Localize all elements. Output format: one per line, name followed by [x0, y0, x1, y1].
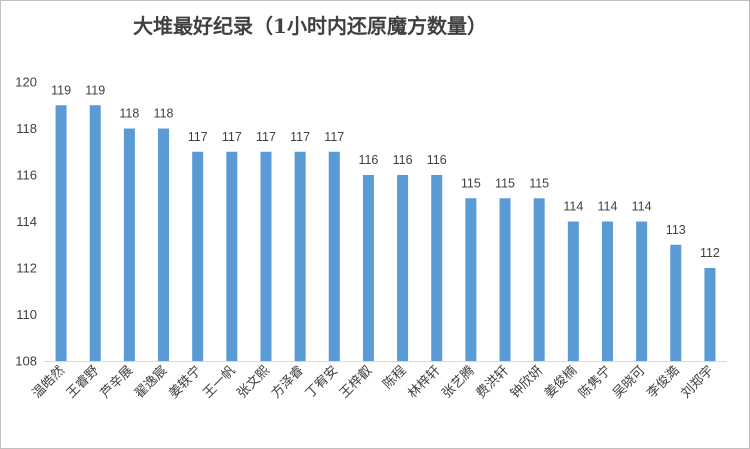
data-label: 114 [598, 200, 618, 214]
data-label: 112 [700, 246, 720, 260]
data-label: 117 [222, 130, 242, 144]
data-label: 119 [85, 83, 105, 97]
bar [362, 175, 374, 361]
data-label: 118 [119, 107, 139, 121]
data-label: 114 [563, 200, 583, 214]
bar [431, 175, 443, 361]
bar [465, 198, 477, 361]
category-label: 翟逸宸 [131, 363, 170, 402]
category-label: 吴晓可 [610, 363, 648, 401]
data-label: 117 [324, 130, 344, 144]
category-label: 林梓轩 [405, 363, 443, 401]
bar [499, 198, 511, 361]
data-label: 117 [290, 130, 310, 144]
category-label: 王梓叡 [337, 363, 375, 401]
category-label: 钟欣妍 [507, 363, 546, 402]
bar [260, 151, 272, 361]
bar [55, 105, 67, 361]
bar [89, 105, 101, 361]
bar [397, 175, 409, 361]
bar [158, 128, 170, 361]
category-label: 陈程 [380, 363, 410, 393]
data-label: 117 [256, 130, 276, 144]
category-label: 张艺腾 [439, 363, 478, 402]
bar [704, 268, 716, 361]
bar [123, 128, 135, 361]
bar [294, 151, 306, 361]
data-label: 119 [51, 83, 71, 97]
data-label: 114 [632, 200, 652, 214]
category-label: 王一帆 [200, 363, 238, 401]
y-tick-label: 120 [15, 75, 37, 90]
category-label: 李俊澔 [644, 363, 682, 401]
bar [567, 221, 579, 361]
category-label: 丁宥安 [302, 363, 341, 402]
y-tick-label: 110 [16, 307, 37, 322]
data-label: 118 [154, 107, 174, 121]
bar [601, 221, 613, 361]
category-label: 方泽睿 [268, 363, 307, 402]
data-label: 116 [427, 153, 447, 167]
y-tick-label: 116 [16, 168, 37, 183]
y-tick-label: 118 [16, 121, 37, 136]
data-label: 116 [358, 153, 378, 167]
bar [636, 221, 648, 361]
y-tick-label: 114 [16, 214, 37, 229]
data-label: 116 [393, 153, 413, 167]
category-label: 陈隽宁 [575, 363, 614, 402]
chart-title: 大堆最好纪录（1小时内还原魔方数量） [133, 14, 487, 38]
category-label: 姜轶宁 [166, 363, 205, 402]
category-label: 刘郑宇 [679, 363, 717, 401]
category-label: 费洪轩 [474, 363, 512, 401]
category-label: 芦辛展 [98, 363, 136, 401]
y-tick-label: 112 [16, 261, 37, 276]
data-label: 117 [188, 130, 208, 144]
bar [670, 244, 682, 361]
category-label: 王睿野 [64, 363, 102, 401]
bar [533, 198, 545, 361]
data-label: 113 [666, 223, 686, 237]
data-label: 115 [461, 176, 481, 190]
bar [226, 151, 238, 361]
data-label: 115 [495, 176, 515, 190]
y-tick-label: 108 [15, 354, 37, 369]
category-label: 张文熙 [235, 363, 273, 401]
bar [328, 151, 340, 361]
data-label: 115 [529, 176, 549, 190]
bar [192, 151, 204, 361]
category-label: 姜俊楠 [542, 363, 580, 401]
